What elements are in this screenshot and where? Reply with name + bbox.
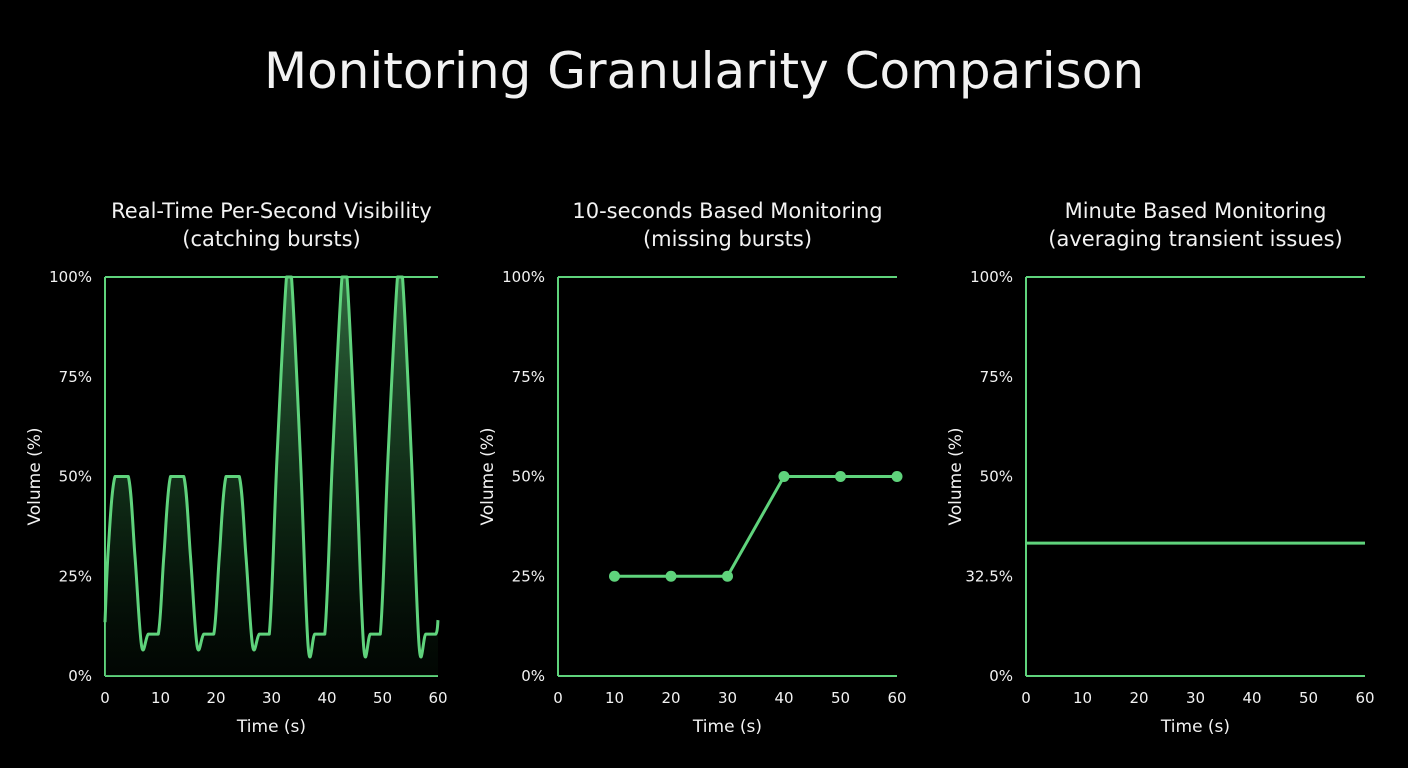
x-tick-label: 10 [605,689,624,707]
y-tick-label: 75% [59,368,92,386]
data-point [609,570,620,582]
y-tick-label: 25% [59,567,92,585]
chart-subtitle: (catching bursts) [182,227,360,251]
x-tick-label: 50 [831,689,850,707]
x-tick-label: 10 [1073,689,1092,707]
series-line [614,475,897,578]
x-tick-label: 10 [151,689,170,707]
x-tick-label: 40 [1242,689,1261,707]
x-tick-label: 60 [1355,689,1374,707]
y-tick-label: 0% [68,667,92,685]
chart-title: Real-Time Per-Second Visibility [111,199,432,223]
x-tick-label: 20 [206,689,225,707]
y-tick-label: 50% [59,468,92,486]
x-tick-label: 30 [718,689,737,707]
data-point [891,471,903,482]
series-line [103,275,440,659]
y-tick-label: 75% [980,368,1013,386]
x-axis-title: Time (s) [236,717,306,737]
y-tick-label: 50% [512,468,545,486]
chart-subtitle: (missing bursts) [643,227,812,251]
y-axis-title: Volume (%) [946,427,966,525]
y-tick-label: 32.5% [965,567,1013,585]
chart-panel-1: Real-Time Per-Second Visibility (catching… [25,199,448,737]
y-tick-label: 50% [980,468,1013,486]
y-tick-label: 0% [521,667,545,685]
chart-panel-3: Minute Based Monitoring (averaging transi… [946,199,1375,737]
x-axis-title: Time (s) [1160,717,1230,737]
x-tick-label: 30 [1186,689,1205,707]
x-tick-label: 60 [428,689,447,707]
x-tick-label: 0 [1021,689,1031,707]
chart-title: 10-seconds Based Monitoring [572,199,882,223]
y-tick-label: 75% [512,368,545,386]
y-tick-label: 25% [512,567,545,585]
y-tick-label: 0% [989,667,1013,685]
data-point [835,471,846,482]
y-axis-title: Volume (%) [478,427,498,525]
x-tick-label: 50 [373,689,392,707]
x-tick-label: 0 [100,689,110,707]
x-tick-label: 40 [317,689,336,707]
y-axis-title: Volume (%) [25,427,45,525]
chart-title: Minute Based Monitoring [1065,199,1327,223]
data-point [665,570,677,582]
x-tick-label: 50 [1299,689,1318,707]
x-tick-label: 20 [661,689,680,707]
y-tick-label: 100% [502,268,545,286]
data-point [778,471,790,482]
x-axis-title: Time (s) [692,717,762,737]
x-tick-label: 30 [262,689,281,707]
data-point [722,570,733,582]
chart-subtitle: (averaging transient issues) [1048,227,1342,251]
y-tick-label: 100% [49,268,92,286]
x-tick-label: 20 [1129,689,1148,707]
area-fill [105,277,438,676]
main-title: Monitoring Granularity Comparison [264,42,1144,100]
y-tick-label: 100% [970,268,1013,286]
x-tick-label: 0 [553,689,563,707]
x-tick-label: 40 [774,689,793,707]
x-tick-label: 60 [887,689,906,707]
chart-panel-2: 10-seconds Based Monitoring (missing burs… [478,199,907,737]
